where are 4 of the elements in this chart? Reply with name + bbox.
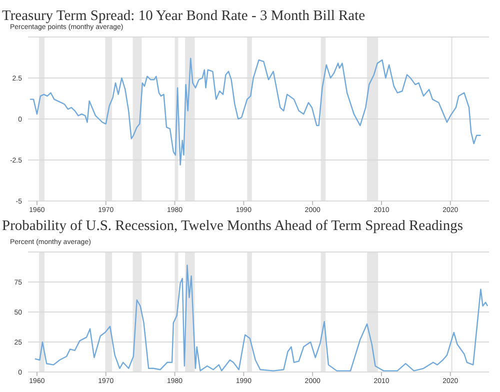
line-series [34, 264, 488, 372]
chart-title: Probability of U.S. Recession, Twelve Months Ahead of Term Spread Readings [2, 218, 464, 234]
chart-title: Treasury Term Spread: 10 Year Bond Rate - 3 Month Bill Rate [2, 8, 366, 24]
line-series [29, 58, 482, 166]
